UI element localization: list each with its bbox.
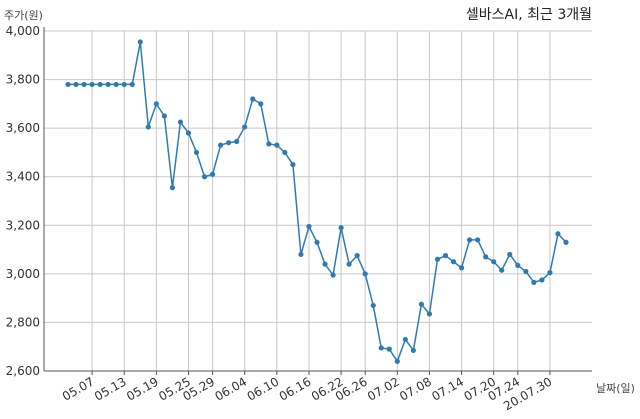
data-point (201, 174, 208, 180)
series-line (68, 41, 567, 363)
data-point (226, 140, 232, 146)
data-point (467, 237, 473, 243)
data-point (73, 81, 79, 88)
x-axis-label: 날짜(일) (596, 381, 635, 395)
data-point (242, 124, 248, 130)
x-tick-label: 06.10 (245, 374, 282, 403)
data-point (410, 347, 416, 353)
data-point (250, 96, 256, 102)
data-point (290, 161, 296, 168)
data-point (507, 251, 513, 258)
data-point (330, 272, 336, 278)
data-point (362, 271, 368, 277)
y-tick-label: 3,600 (6, 121, 40, 135)
data-point (266, 141, 272, 147)
y-axis-label: 주가(원) (4, 9, 43, 22)
x-tick-label: 07.02 (365, 374, 402, 403)
data-point (97, 81, 103, 88)
x-tick-label: 05.13 (92, 374, 129, 403)
y-tick-labels: 2,600 2,800 3,000 3,200 3,400 3,600 3,800 4,000 (6, 24, 40, 378)
data-point (177, 119, 184, 125)
y-tick-label: 4,000 (6, 24, 40, 38)
data-point (137, 39, 143, 45)
data-point (274, 142, 280, 148)
data-point (434, 256, 441, 262)
data-point (185, 130, 192, 136)
data-point (378, 345, 384, 351)
data-point (499, 267, 505, 273)
y-tick-label: 3,800 (6, 73, 40, 87)
y-tick-label: 2,600 (6, 364, 40, 378)
data-point (306, 223, 312, 230)
data-point (89, 81, 95, 88)
data-point (314, 239, 320, 245)
data-point (145, 124, 151, 130)
data-point (153, 101, 159, 107)
data-point (282, 149, 288, 156)
data-point (346, 261, 352, 267)
data-point (322, 261, 328, 267)
data-point (418, 301, 425, 307)
data-point (402, 336, 408, 343)
data-point (81, 81, 87, 88)
data-point (523, 268, 529, 275)
data-point (491, 259, 497, 265)
data-point (531, 279, 537, 285)
data-point (218, 142, 224, 148)
price-series (65, 39, 569, 364)
data-point (121, 81, 127, 88)
data-point (258, 101, 264, 107)
data-point (105, 81, 111, 88)
data-point (354, 253, 360, 259)
data-point (563, 239, 569, 245)
x-tick-labels: 05.0705.1305.1905.2505.2906.0406.1006.16… (60, 374, 555, 413)
data-point (442, 253, 449, 259)
data-point (338, 225, 344, 231)
data-point (386, 346, 392, 352)
x-tick-label: 07.08 (397, 374, 434, 403)
chart-title: 셀바스AI, 최근 3개월 (466, 7, 592, 23)
data-point (169, 185, 176, 191)
data-point (234, 138, 240, 145)
data-point (193, 149, 200, 156)
data-point (426, 311, 433, 317)
data-point (458, 265, 465, 271)
x-tick-label: 07.14 (429, 374, 466, 403)
data-point (450, 259, 457, 265)
data-point (394, 358, 400, 364)
y-tick-label: 3,200 (6, 218, 40, 232)
data-point (129, 81, 135, 88)
grid (44, 30, 592, 372)
data-point (209, 171, 216, 177)
data-point (515, 262, 521, 268)
x-tick-label: 06.16 (277, 374, 314, 403)
x-tick-label: 05.19 (124, 374, 161, 403)
data-point (475, 237, 481, 243)
data-point (547, 270, 553, 276)
data-point (65, 81, 71, 88)
data-point (370, 302, 376, 309)
x-tick-label: 05.07 (60, 374, 97, 403)
data-point (555, 231, 561, 237)
axes (43, 27, 592, 375)
y-tick-label: 2,800 (6, 315, 40, 329)
data-point (113, 81, 119, 88)
data-point (161, 113, 167, 119)
data-point (298, 251, 304, 258)
data-point (539, 277, 545, 283)
y-tick-label: 3,000 (6, 267, 40, 281)
y-tick-label: 3,400 (6, 170, 40, 184)
data-point (483, 254, 489, 260)
x-tick-label: 06.04 (212, 374, 249, 403)
